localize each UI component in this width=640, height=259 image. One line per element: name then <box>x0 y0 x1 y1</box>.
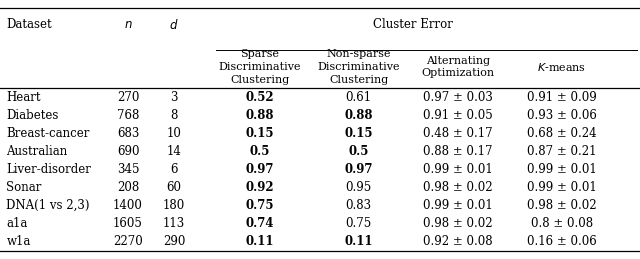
Text: 0.48 ± 0.17: 0.48 ± 0.17 <box>423 127 493 140</box>
Text: 0.52: 0.52 <box>245 91 274 104</box>
Text: 0.99 ± 0.01: 0.99 ± 0.01 <box>423 163 493 176</box>
Text: 0.11: 0.11 <box>344 235 373 248</box>
Text: 0.11: 0.11 <box>245 235 274 248</box>
Text: 0.97: 0.97 <box>245 163 274 176</box>
Text: 0.95: 0.95 <box>346 181 372 194</box>
Text: w1a: w1a <box>6 235 31 248</box>
Text: 683: 683 <box>117 127 139 140</box>
Text: 60: 60 <box>166 181 182 194</box>
Text: 0.75: 0.75 <box>245 199 274 212</box>
Text: 0.5: 0.5 <box>250 145 270 158</box>
Text: 0.92: 0.92 <box>245 181 274 194</box>
Text: 0.91 ± 0.09: 0.91 ± 0.09 <box>527 91 596 104</box>
Text: 0.99 ± 0.01: 0.99 ± 0.01 <box>527 163 596 176</box>
Text: Cluster Error: Cluster Error <box>372 18 452 32</box>
Text: 0.88 ± 0.17: 0.88 ± 0.17 <box>423 145 493 158</box>
Text: 6: 6 <box>170 163 178 176</box>
Text: 0.93 ± 0.06: 0.93 ± 0.06 <box>527 109 596 122</box>
Text: Liver-disorder: Liver-disorder <box>6 163 92 176</box>
Text: Sparse
Discriminative
Clustering: Sparse Discriminative Clustering <box>218 49 301 85</box>
Text: 0.16 ± 0.06: 0.16 ± 0.06 <box>527 235 596 248</box>
Text: 768: 768 <box>117 109 139 122</box>
Text: Breast-cancer: Breast-cancer <box>6 127 90 140</box>
Text: a1a: a1a <box>6 217 28 230</box>
Text: Australian: Australian <box>6 145 68 158</box>
Text: 0.97: 0.97 <box>344 163 373 176</box>
Text: 0.88: 0.88 <box>245 109 274 122</box>
Text: 0.83: 0.83 <box>346 199 372 212</box>
Text: 0.92 ± 0.08: 0.92 ± 0.08 <box>423 235 493 248</box>
Text: 0.15: 0.15 <box>344 127 373 140</box>
Text: 2270: 2270 <box>113 235 143 248</box>
Text: 8: 8 <box>170 109 178 122</box>
Text: 0.99 ± 0.01: 0.99 ± 0.01 <box>423 199 493 212</box>
Text: DNA(1 vs 2,3): DNA(1 vs 2,3) <box>6 199 90 212</box>
Text: $d$: $d$ <box>170 18 179 32</box>
Text: Sonar: Sonar <box>6 181 42 194</box>
Text: 0.15: 0.15 <box>245 127 274 140</box>
Text: 0.98 ± 0.02: 0.98 ± 0.02 <box>527 199 596 212</box>
Text: Heart: Heart <box>6 91 41 104</box>
Text: Non-sparse
Discriminative
Clustering: Non-sparse Discriminative Clustering <box>317 49 400 85</box>
Text: 690: 690 <box>116 145 140 158</box>
Text: 0.75: 0.75 <box>346 217 372 230</box>
Text: 345: 345 <box>116 163 140 176</box>
Text: 0.87 ± 0.21: 0.87 ± 0.21 <box>527 145 596 158</box>
Text: 0.99 ± 0.01: 0.99 ± 0.01 <box>527 181 596 194</box>
Text: Alternating
Optimization: Alternating Optimization <box>421 56 495 78</box>
Text: 1605: 1605 <box>113 217 143 230</box>
Text: 208: 208 <box>117 181 139 194</box>
Text: 0.5: 0.5 <box>349 145 369 158</box>
Text: 10: 10 <box>166 127 182 140</box>
Text: 0.68 ± 0.24: 0.68 ± 0.24 <box>527 127 596 140</box>
Text: 14: 14 <box>166 145 182 158</box>
Text: 0.8 ± 0.08: 0.8 ± 0.08 <box>531 217 593 230</box>
Text: Dataset: Dataset <box>6 18 52 32</box>
Text: 270: 270 <box>117 91 139 104</box>
Text: $K$-means: $K$-means <box>537 61 586 73</box>
Text: 0.88: 0.88 <box>344 109 373 122</box>
Text: 1400: 1400 <box>113 199 143 212</box>
Text: 0.98 ± 0.02: 0.98 ± 0.02 <box>423 181 493 194</box>
Text: $n$: $n$ <box>124 18 132 32</box>
Text: 180: 180 <box>163 199 185 212</box>
Text: 0.97 ± 0.03: 0.97 ± 0.03 <box>423 91 493 104</box>
Text: Diabetes: Diabetes <box>6 109 59 122</box>
Text: 3: 3 <box>170 91 178 104</box>
Text: 0.74: 0.74 <box>245 217 274 230</box>
Text: 0.91 ± 0.05: 0.91 ± 0.05 <box>423 109 493 122</box>
Text: 113: 113 <box>163 217 185 230</box>
Text: 0.98 ± 0.02: 0.98 ± 0.02 <box>423 217 493 230</box>
Text: 0.61: 0.61 <box>346 91 372 104</box>
Text: 290: 290 <box>163 235 185 248</box>
